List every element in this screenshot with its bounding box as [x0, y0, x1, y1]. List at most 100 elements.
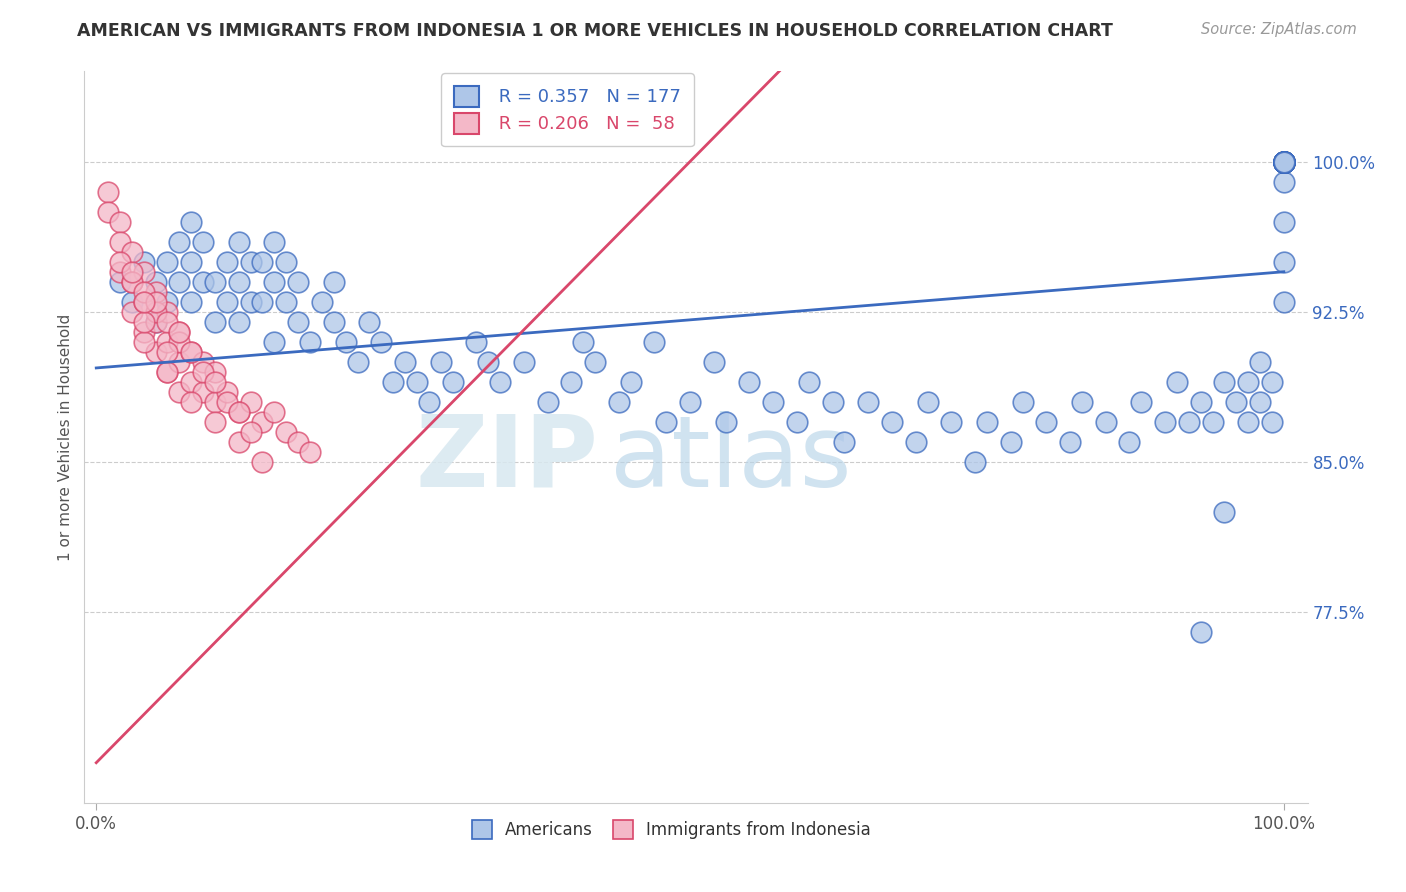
Point — [121, 275, 143, 289]
Point — [1272, 154, 1295, 169]
Point — [204, 275, 226, 289]
Point — [797, 375, 820, 389]
Point — [322, 275, 344, 289]
Point — [1272, 154, 1295, 169]
Point — [228, 275, 250, 289]
Point — [1261, 415, 1284, 429]
Point — [156, 365, 179, 379]
Point — [252, 294, 274, 309]
Point — [1272, 175, 1295, 189]
Point — [156, 305, 179, 319]
Point — [108, 214, 131, 228]
Point — [215, 384, 238, 399]
Point — [1272, 154, 1295, 169]
Point — [180, 214, 202, 228]
Point — [1272, 154, 1295, 169]
Point — [1272, 154, 1295, 169]
Point — [1272, 154, 1295, 169]
Point — [418, 395, 440, 409]
Point — [263, 275, 285, 289]
Point — [1011, 395, 1033, 409]
Point — [108, 254, 131, 268]
Point — [1272, 154, 1295, 169]
Point — [156, 334, 179, 349]
Point — [560, 375, 582, 389]
Point — [108, 265, 131, 279]
Point — [180, 395, 202, 409]
Point — [204, 375, 226, 389]
Point — [1272, 154, 1295, 169]
Point — [228, 235, 250, 249]
Point — [513, 355, 536, 369]
Point — [228, 435, 250, 450]
Point — [1272, 214, 1295, 228]
Point — [738, 375, 761, 389]
Point — [1261, 375, 1284, 389]
Point — [1272, 154, 1295, 169]
Point — [643, 334, 665, 349]
Point — [1189, 395, 1212, 409]
Point — [1272, 154, 1295, 169]
Point — [1272, 154, 1295, 169]
Point — [145, 345, 167, 359]
Point — [169, 325, 191, 339]
Point — [359, 315, 381, 329]
Point — [1237, 375, 1260, 389]
Point — [834, 435, 856, 450]
Point — [169, 275, 191, 289]
Point — [1272, 154, 1295, 169]
Point — [1272, 154, 1295, 169]
Point — [917, 395, 939, 409]
Point — [1272, 154, 1295, 169]
Point — [370, 334, 392, 349]
Point — [1272, 154, 1295, 169]
Point — [156, 294, 179, 309]
Point — [880, 415, 903, 429]
Point — [1213, 375, 1236, 389]
Point — [228, 405, 250, 419]
Legend: Americans, Immigrants from Indonesia: Americans, Immigrants from Indonesia — [465, 814, 877, 846]
Point — [121, 294, 143, 309]
Point — [287, 275, 309, 289]
Point — [489, 375, 512, 389]
Point — [1272, 154, 1295, 169]
Point — [1272, 154, 1295, 169]
Point — [1272, 154, 1295, 169]
Point — [1272, 154, 1295, 169]
Point — [169, 384, 191, 399]
Point — [1272, 154, 1295, 169]
Point — [1272, 154, 1295, 169]
Point — [1000, 435, 1022, 450]
Point — [215, 254, 238, 268]
Point — [276, 294, 298, 309]
Point — [132, 294, 155, 309]
Point — [382, 375, 405, 389]
Point — [239, 395, 262, 409]
Point — [1213, 505, 1236, 519]
Point — [108, 275, 131, 289]
Point — [215, 294, 238, 309]
Point — [145, 285, 167, 299]
Point — [204, 395, 226, 409]
Point — [786, 415, 808, 429]
Point — [132, 334, 155, 349]
Point — [1272, 154, 1295, 169]
Point — [169, 334, 191, 349]
Y-axis label: 1 or more Vehicles in Household: 1 or more Vehicles in Household — [58, 313, 73, 561]
Point — [132, 325, 155, 339]
Point — [169, 325, 191, 339]
Point — [1272, 154, 1295, 169]
Point — [1272, 154, 1295, 169]
Point — [1272, 154, 1295, 169]
Point — [1272, 154, 1295, 169]
Point — [1272, 154, 1295, 169]
Point — [276, 425, 298, 439]
Point — [1272, 154, 1295, 169]
Point — [406, 375, 429, 389]
Point — [1249, 355, 1271, 369]
Point — [703, 355, 725, 369]
Point — [180, 375, 202, 389]
Point — [180, 345, 202, 359]
Point — [1225, 395, 1247, 409]
Point — [976, 415, 998, 429]
